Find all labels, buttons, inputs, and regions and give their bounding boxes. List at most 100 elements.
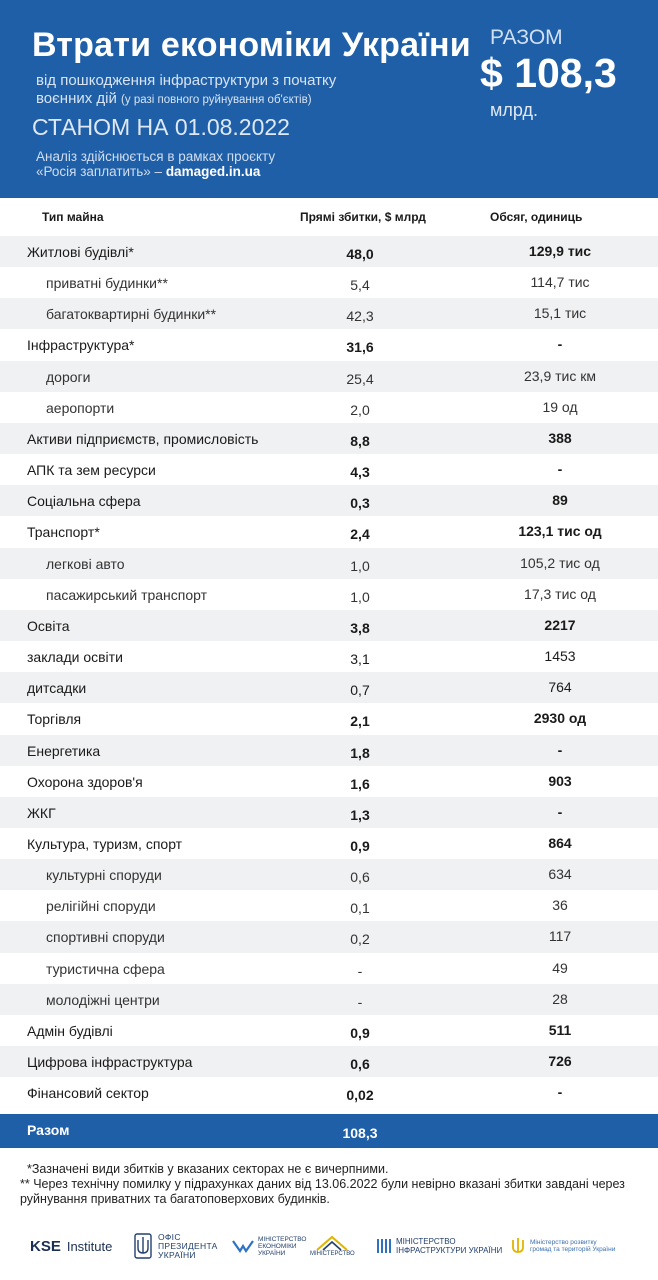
kse-logo: KSE Institute [30, 1226, 112, 1266]
row-asset-type: Торгівля [27, 711, 82, 728]
row-damage-value: 1,0 [350, 588, 370, 605]
table-row: приватні будинки** 5,4 114,7 тис [0, 267, 658, 298]
column-header-damage: Прямі збитки, $ млрд [300, 210, 426, 224]
president-office-logo: ОФІС ПРЕЗИДЕНТА УКРАЇНИ [134, 1226, 218, 1266]
table-row: туристична сфера - 49 [0, 953, 658, 984]
table-header: Тип майна Прямі збитки, $ млрд Обсяг, од… [0, 200, 658, 236]
row-damage-value: 0,7 [350, 682, 370, 699]
row-damage-value: 42,3 [346, 308, 374, 325]
project-link[interactable]: damaged.in.ua [165, 164, 261, 179]
row-volume-value: 764 [548, 679, 572, 696]
row-asset-type: Фінансовий сектор [27, 1085, 149, 1102]
row-damage-value: 2,0 [350, 401, 370, 418]
tryzub-icon [512, 1238, 524, 1253]
row-damage-value: - [357, 993, 363, 1010]
row-asset-type: багатоквартирні будинки** [46, 306, 217, 323]
row-damage-value: 0,2 [350, 931, 370, 948]
row-damage-value: 0,3 [350, 495, 370, 512]
table-row: релігійні споруди 0,1 36 [0, 890, 658, 921]
row-volume-value: 1453 [544, 648, 576, 665]
row-damage-value: 8,8 [350, 432, 370, 449]
row-volume-value: 23,9 тис км [523, 367, 596, 384]
row-asset-type: Житлові будівлі* [27, 244, 134, 260]
page-title: Втрати економіки України [32, 26, 471, 64]
row-asset-type: пасажирський транспорт [46, 586, 208, 603]
column-header-volume: Обсяг, одиниць [490, 210, 583, 224]
table-row: дороги 25,4 23,9 тис км [0, 360, 658, 392]
table-row: Адмін будівлі 0,9 511 [0, 1015, 658, 1046]
me-line3: УКРАЇНИ [258, 1249, 286, 1257]
table-row: Інфраструктура* 31,6 - [0, 329, 658, 360]
row-volume-value: 864 [548, 834, 572, 851]
row-asset-type: Транспорт* [27, 524, 100, 541]
house-icon [316, 1235, 348, 1251]
row-asset-type: туристична сфера [46, 960, 165, 977]
mi-line2: ІНФРАСТРУКТУРИ УКРАЇНИ [396, 1246, 503, 1255]
total-label: РАЗОМ [490, 26, 563, 49]
table-row: заклади освіти 3,1 1453 [0, 641, 658, 672]
subtitle-line2: воєнних дій (у разі повного руйнування о… [36, 90, 312, 107]
table-row: Культура, туризм, спорт 0,9 864 [0, 828, 658, 859]
table-row: Енергетика 1,8 - [0, 734, 658, 766]
row-volume-value: 511 [548, 1021, 572, 1038]
table-row: Активи підприємств, промисловість 8,8 388 [0, 422, 658, 455]
table-row: Торгівля 2,1 2930 од [0, 703, 658, 734]
table-row: Фінансовий сектор 0,02 - [0, 1077, 658, 1108]
row-asset-type: Енергетика [27, 742, 101, 759]
footnotes: *Зазначені види збитків у вказаних секто… [20, 1162, 640, 1207]
row-volume-value: 19 од [542, 398, 578, 415]
op-line2: ПРЕЗИДЕНТА [158, 1240, 218, 1251]
total-unit: млрд. [490, 100, 538, 120]
ministry-social-logo: МІНІСТЕРСТВО [310, 1226, 355, 1266]
ministry-economy-logo: МІНІСТЕРСТВО ЕКОНОМІКИ УКРАЇНИ [232, 1226, 306, 1266]
table-total-row: Разом 108,3 [0, 1114, 658, 1148]
table-row: спортивні споруди 0,2 117 [0, 921, 658, 953]
ministry-regions-logo: Міністерство розвитку громад та територі… [510, 1226, 615, 1266]
row-asset-type: Цифрова інфраструктура [27, 1054, 193, 1071]
row-damage-value: 2,1 [350, 713, 370, 730]
row-volume-value: 634 [548, 866, 572, 883]
row-damage-value: 3,8 [350, 619, 370, 636]
row-damage-value: 0,6 [350, 1056, 370, 1073]
ministry-economy-text: МІНІСТЕРСТВО ЕКОНОМІКИ УКРАЇНИ [258, 1236, 306, 1257]
row-asset-type: молодіжні центри [46, 991, 160, 1008]
row-volume-value: 89 [552, 492, 568, 509]
kse-logo-text: KSE [30, 1237, 61, 1255]
row-asset-type: Культура, туризм, спорт [27, 835, 183, 852]
columns-icon [377, 1239, 391, 1253]
row-volume-value: 2217 [544, 616, 576, 633]
row-damage-value: 5,4 [350, 277, 370, 294]
row-volume-value: 105,2 тис од [520, 554, 600, 571]
row-asset-type: культурні споруди [46, 867, 162, 884]
subtitle-line1: від пошкодження інфраструктури з початку [36, 72, 337, 89]
subtitle-note: (у разі повного руйнування об'єктів) [121, 94, 312, 106]
row-volume-value: - [557, 1084, 563, 1101]
row-damage-value: 0,9 [350, 1024, 370, 1041]
table-row: легкові авто 1,0 105,2 тис од [0, 547, 658, 579]
table-row: Соціальна сфера 0,3 89 [0, 485, 658, 517]
row-damage-value: 0,9 [350, 837, 370, 854]
row-asset-type: аеропорти [46, 399, 115, 416]
row-volume-value: 15,1 тис [533, 305, 587, 322]
op-line3: УКРАЇНИ [158, 1249, 196, 1260]
row-asset-type: Охорона здоров'я [27, 773, 143, 790]
total-row-label: Разом [27, 1122, 70, 1138]
row-asset-type: дитсадки [27, 680, 87, 697]
table-row: Транспорт* 2,4 123,1 тис од [0, 516, 658, 547]
row-volume-value: - [557, 803, 563, 820]
table-row: пасажирський транспорт 1,0 17,3 тис од [0, 579, 658, 610]
row-volume-value: 903 [548, 772, 572, 789]
row-volume-value: 123,1 тис од [518, 523, 602, 540]
chevron-icon [232, 1240, 254, 1253]
report-date: СТАНОМ НА 01.08.2022 [32, 114, 290, 140]
table-row: молодіжні центри - 28 [0, 983, 658, 1015]
table-row: Охорона здоров'я 1,6 903 [0, 766, 658, 797]
table-row: дитсадки 0,7 764 [0, 672, 658, 704]
project-line2: «Росія заплатить» – damaged.in.ua [36, 164, 260, 179]
row-damage-value: 3,1 [350, 651, 370, 668]
president-office-text: ОФІС ПРЕЗИДЕНТА УКРАЇНИ [158, 1232, 218, 1260]
total-value: $ 108,3 [480, 50, 617, 96]
total-row-value: 108,3 [342, 1125, 378, 1141]
row-asset-type: Соціальна сфера [27, 493, 141, 510]
table-row: АПК та зем ресурси 4,3 - [0, 454, 658, 485]
